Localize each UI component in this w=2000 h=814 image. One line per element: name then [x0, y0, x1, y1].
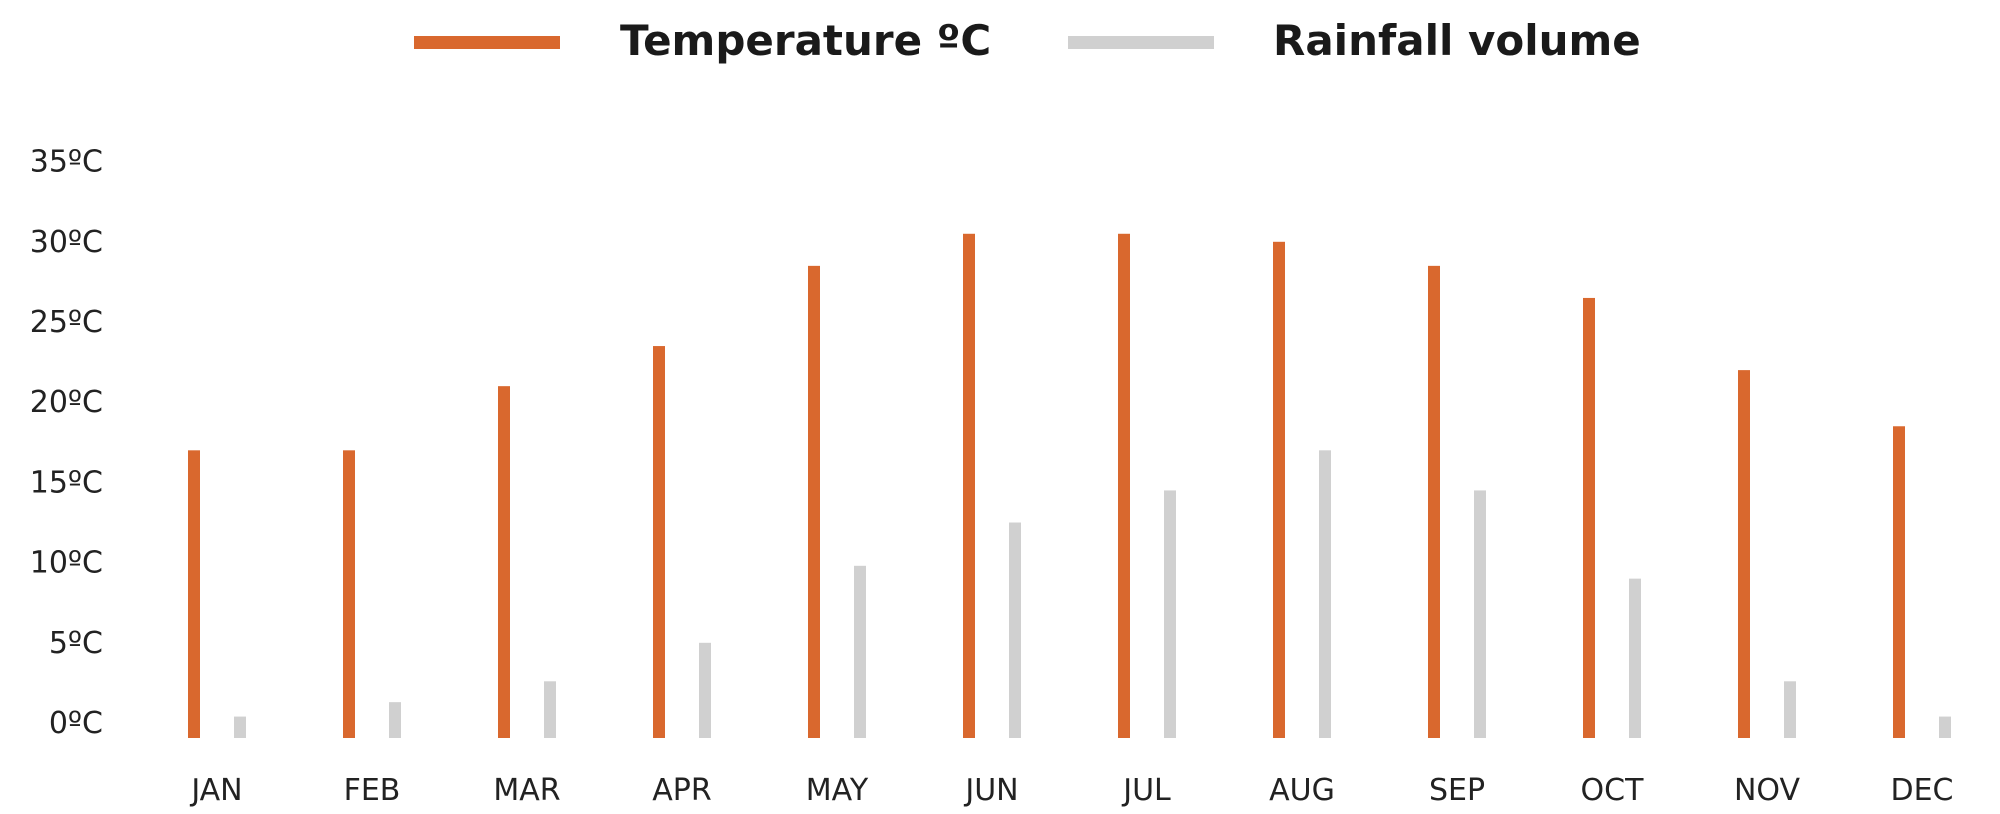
- temperature-bar: [1273, 241, 1285, 739]
- temperature-bar: [1738, 370, 1750, 738]
- rainfall-bar: [1629, 578, 1641, 738]
- x-tick-label: APR: [652, 773, 711, 808]
- y-tick-label: 5ºC: [49, 626, 103, 661]
- x-tick-label: FEB: [344, 773, 401, 808]
- temperature-bar: [963, 233, 975, 738]
- x-tick-label: NOV: [1734, 773, 1801, 808]
- temperature-bar: [498, 386, 510, 738]
- rainfall-bar: [234, 716, 246, 738]
- legend-swatch-rainfall: [1068, 36, 1214, 49]
- x-tick-label: SEP: [1429, 773, 1485, 808]
- temperature-bar: [188, 450, 200, 738]
- rainfall-bar: [1319, 450, 1331, 738]
- x-tick-label: OCT: [1581, 773, 1645, 808]
- temperature-bar: [343, 450, 355, 738]
- rainfall-bar: [1474, 490, 1486, 738]
- x-tick-label: AUG: [1269, 773, 1335, 808]
- legend-label-rainfall: Rainfall volume: [1273, 16, 1641, 65]
- rainfall-bar: [1784, 681, 1796, 738]
- rainfall-bar: [389, 702, 401, 738]
- temperature-bar: [1118, 233, 1130, 738]
- rainfall-bar: [699, 642, 711, 738]
- temperature-bar: [653, 346, 665, 738]
- y-tick-label: 10ºC: [30, 546, 103, 581]
- x-tick-label: JUN: [963, 773, 1018, 808]
- x-tick-label: JAN: [189, 773, 242, 808]
- rainfall-bar: [544, 681, 556, 738]
- y-tick-label: 25ºC: [30, 305, 103, 340]
- y-tick-label: 20ºC: [30, 385, 103, 420]
- rainfall-bar: [1939, 716, 1951, 738]
- y-tick-label: 15ºC: [30, 465, 103, 500]
- x-tick-label: MAR: [493, 773, 560, 808]
- x-tick-label: DEC: [1890, 773, 1953, 808]
- legend-swatch-temperature: [414, 36, 560, 49]
- rainfall-bar: [1164, 490, 1176, 738]
- temperature-bar: [1893, 426, 1905, 738]
- legend-label-temperature: Temperature ºC: [620, 16, 992, 65]
- y-tick-label: 35ºC: [30, 145, 103, 180]
- temperature-bar: [1428, 265, 1440, 738]
- y-tick-label: 0ºC: [49, 706, 103, 741]
- temperature-bar: [1583, 297, 1595, 738]
- x-tick-label: JUL: [1121, 773, 1171, 808]
- y-tick-label: 30ºC: [30, 225, 103, 260]
- rainfall-bar: [854, 565, 866, 738]
- rainfall-bar: [1009, 522, 1021, 738]
- temperature-bar: [808, 265, 820, 738]
- x-tick-label: MAY: [806, 773, 869, 808]
